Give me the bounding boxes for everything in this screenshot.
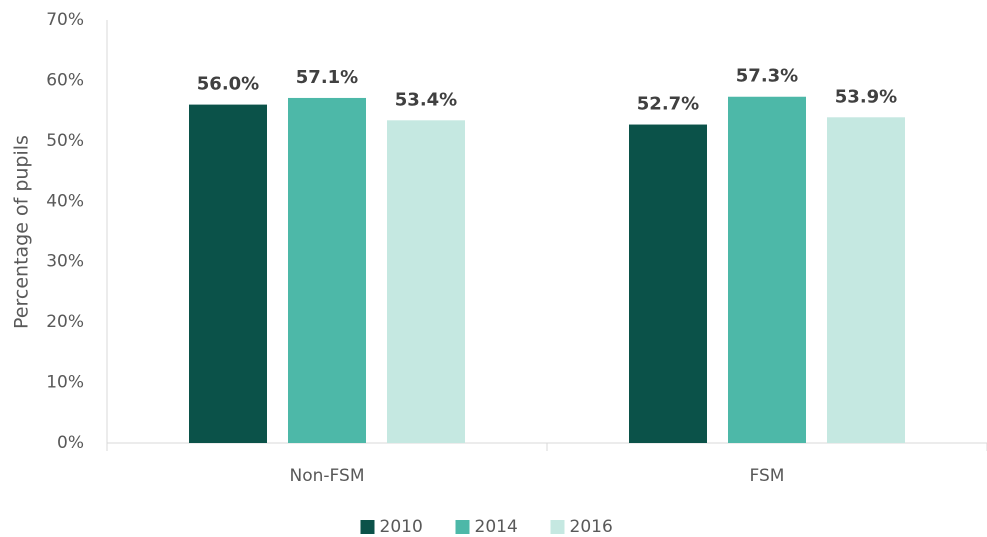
data-label: 53.9%: [835, 86, 897, 107]
y-axis-label: Percentage of pupils: [11, 135, 33, 329]
data-label: 57.1%: [296, 67, 358, 88]
legend-swatch: [550, 520, 565, 534]
y-tick-label: 30%: [46, 252, 84, 272]
x-tick-label: Non-FSM: [290, 466, 365, 486]
legend-label: 2014: [475, 517, 518, 537]
data-label: 56.0%: [197, 74, 259, 95]
legend-swatch: [455, 520, 470, 534]
legend-swatch: [360, 520, 375, 534]
bar: [629, 124, 707, 443]
bar: [728, 96, 806, 443]
data-label: 57.3%: [736, 66, 798, 87]
y-tick-label: 0%: [57, 433, 84, 453]
y-tick-label: 50%: [46, 131, 84, 151]
bar: [387, 120, 465, 443]
bar: [827, 117, 905, 443]
y-tick-label: 70%: [46, 10, 84, 30]
data-label: 52.7%: [637, 94, 699, 115]
legend-label: 2016: [570, 517, 613, 537]
y-tick-label: 10%: [46, 373, 84, 393]
y-tick-label: 20%: [46, 312, 84, 332]
data-label: 53.4%: [395, 89, 457, 110]
bar: [189, 104, 267, 443]
bar: [288, 97, 366, 444]
y-tick-label: 60%: [46, 70, 84, 90]
x-tick-label: FSM: [750, 466, 785, 486]
y-tick-label: 40%: [46, 191, 84, 211]
legend-label: 2010: [380, 517, 423, 537]
